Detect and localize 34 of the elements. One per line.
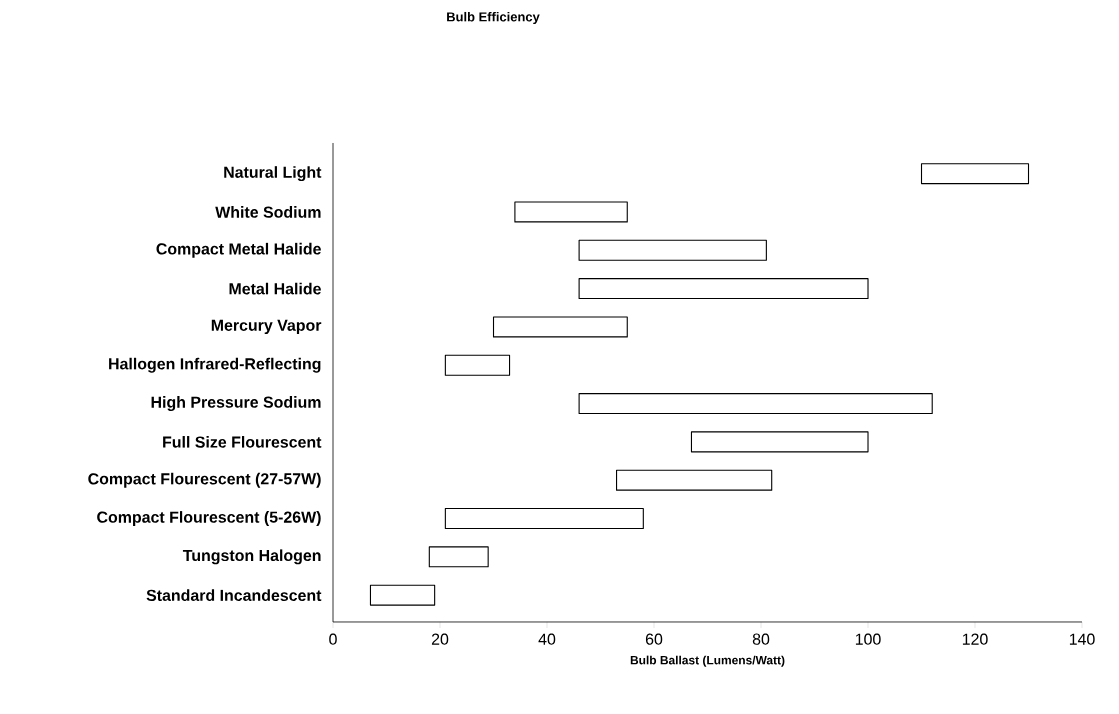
x-tick-label: 80 (752, 633, 770, 645)
x-tick-label: 120 (962, 633, 988, 645)
x-tick-label: 0 (329, 633, 337, 645)
y-tick-label: Mercury Vapor (211, 319, 322, 335)
y-tick-label: Natural Light (224, 166, 322, 182)
bar (444, 354, 511, 376)
bar (514, 201, 628, 223)
x-tick-label: 20 (431, 633, 449, 645)
bar (920, 163, 1030, 185)
bar (369, 584, 436, 606)
x-tick-label: 140 (1069, 633, 1095, 645)
bar (616, 469, 773, 491)
y-tick-label: Full Size Flourescent (163, 436, 322, 448)
y-tick-label: High Pressure Sodium (151, 396, 321, 412)
y-tick-label: Compact Metal Halide (156, 242, 321, 258)
y-tick-label: Compact Flourescent (5-26W) (97, 511, 321, 526)
bar (428, 546, 489, 568)
y-tick-label: Metal Halide (229, 282, 321, 295)
bar (690, 431, 869, 453)
bar (492, 316, 628, 338)
y-tick-label: Standard Incandescent (146, 589, 322, 602)
bar (578, 239, 767, 261)
bar (578, 393, 933, 415)
y-tick-label: Tungston Halogen (182, 549, 321, 565)
chart-title: Bulb Efficiency (447, 11, 540, 25)
x-tick-label: 60 (645, 633, 663, 645)
x-axis-title: Bulb Ballast (Lumens/Watt) (630, 655, 785, 667)
y-tick-label: Compact Flourescent (27-57W) (88, 472, 321, 488)
x-tick-label: 40 (538, 633, 556, 645)
x-tick-label: 100 (855, 633, 881, 645)
bar (444, 508, 644, 530)
y-tick-label: White Sodium (215, 206, 321, 218)
y-tick-label: Hallogen Infrared-Reflecting (109, 357, 321, 373)
bar (578, 278, 869, 300)
